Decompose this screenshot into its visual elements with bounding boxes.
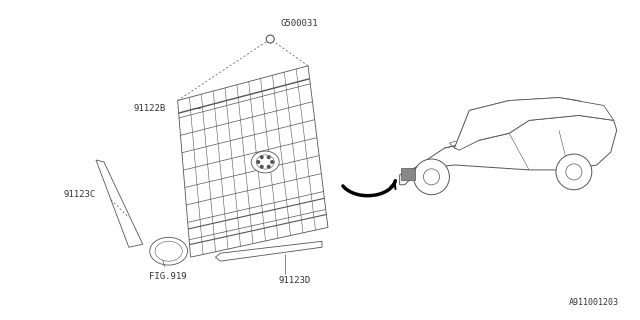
Circle shape <box>413 159 449 195</box>
Circle shape <box>260 156 263 158</box>
Text: 91123D: 91123D <box>278 276 310 285</box>
Bar <box>401 168 415 180</box>
Text: 91123C: 91123C <box>63 190 95 199</box>
Ellipse shape <box>150 237 188 265</box>
Text: A911001203: A911001203 <box>569 298 619 307</box>
Circle shape <box>556 154 592 190</box>
Circle shape <box>266 35 274 43</box>
Ellipse shape <box>256 155 275 169</box>
Circle shape <box>566 164 582 180</box>
Ellipse shape <box>252 151 279 173</box>
Circle shape <box>424 169 440 185</box>
Polygon shape <box>178 66 328 257</box>
Text: FIG.919: FIG.919 <box>148 272 186 282</box>
Polygon shape <box>96 160 143 247</box>
Ellipse shape <box>155 241 182 261</box>
Polygon shape <box>399 116 617 185</box>
Circle shape <box>271 161 273 163</box>
Text: G500031: G500031 <box>280 19 318 28</box>
Text: 91122B: 91122B <box>134 104 166 113</box>
Polygon shape <box>454 98 614 150</box>
Polygon shape <box>216 241 322 261</box>
Circle shape <box>268 165 270 168</box>
Circle shape <box>257 161 260 163</box>
Circle shape <box>260 165 263 168</box>
Circle shape <box>268 156 270 158</box>
